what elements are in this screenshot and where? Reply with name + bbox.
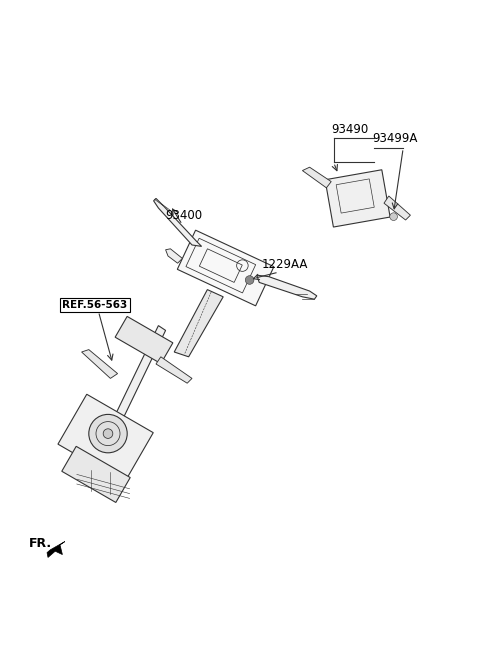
Text: 1229AA: 1229AA xyxy=(262,258,308,272)
Polygon shape xyxy=(257,276,317,299)
Polygon shape xyxy=(156,357,192,383)
Polygon shape xyxy=(302,167,331,188)
Polygon shape xyxy=(58,394,153,483)
Ellipse shape xyxy=(103,429,113,438)
Polygon shape xyxy=(82,350,118,379)
Text: 93400: 93400 xyxy=(166,209,203,222)
Polygon shape xyxy=(115,316,173,363)
Polygon shape xyxy=(384,196,410,220)
Polygon shape xyxy=(166,249,182,263)
Polygon shape xyxy=(174,289,223,357)
Circle shape xyxy=(245,276,254,284)
Ellipse shape xyxy=(89,415,127,453)
Text: 93490: 93490 xyxy=(331,123,369,136)
Text: REF.56-563: REF.56-563 xyxy=(62,300,128,310)
Polygon shape xyxy=(62,446,130,502)
Polygon shape xyxy=(325,170,390,227)
Text: 93499A: 93499A xyxy=(372,132,418,144)
Polygon shape xyxy=(47,542,65,558)
Polygon shape xyxy=(154,198,202,247)
Polygon shape xyxy=(91,325,166,470)
Circle shape xyxy=(390,213,397,220)
Text: FR.: FR. xyxy=(29,537,52,550)
Polygon shape xyxy=(177,230,274,306)
